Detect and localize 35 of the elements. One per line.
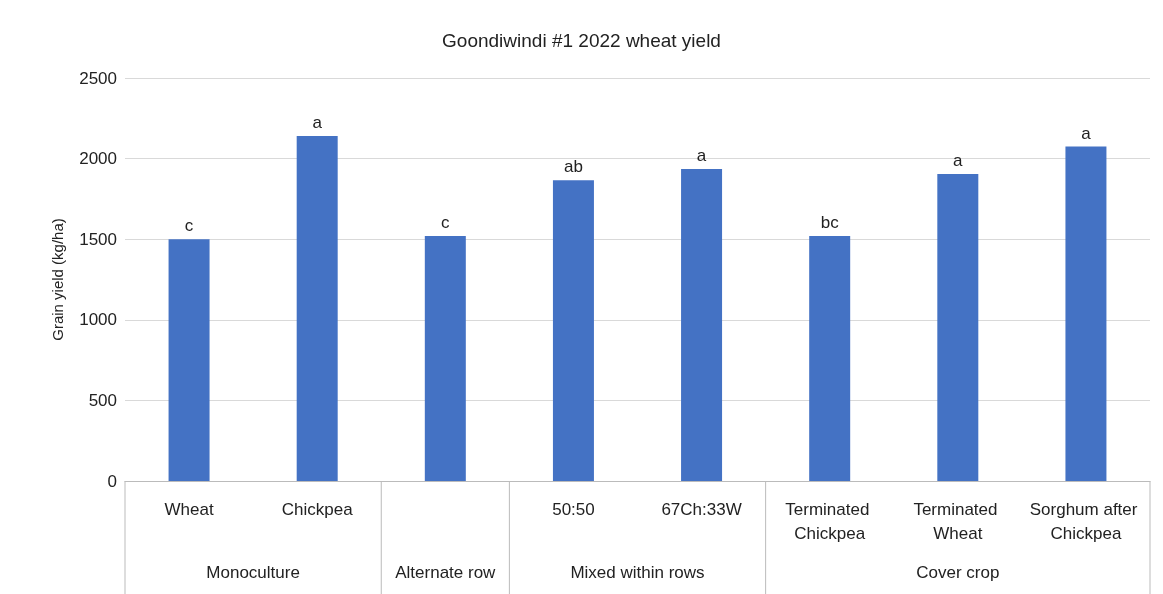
data-label: a (696, 146, 707, 166)
text: Cover crop (916, 562, 1000, 582)
bar (552, 180, 594, 481)
bar (168, 239, 210, 481)
y-tick-label: 2500 (79, 68, 117, 88)
y-tick-label: 2000 (79, 149, 117, 169)
bar (681, 169, 723, 481)
data-label: bc (820, 212, 840, 232)
data-label: a (953, 150, 964, 170)
x-tick-label: Terminated Wheat (913, 499, 1003, 543)
data-label: ab (563, 157, 583, 177)
y-tick-label: 0 (107, 471, 117, 491)
bar (424, 235, 466, 481)
data-label: a (312, 113, 323, 133)
x-tick-label: Chickpea (281, 499, 354, 519)
text: Monoculture (206, 562, 300, 582)
bar (809, 235, 851, 481)
x-tick-label: 67Ch:33W (661, 499, 742, 519)
y-axis-title: Grain yield (kg/ha) (49, 218, 66, 341)
chart-title: Goondiwindi #1 2022 wheat yield (442, 30, 721, 51)
y-tick-label: 1500 (79, 229, 117, 249)
data-label: a (1081, 123, 1092, 143)
x-tick-label: Wheat (164, 499, 214, 519)
text: Mixed within rows (570, 562, 705, 582)
y-tick-label: 1000 (79, 310, 117, 330)
bar (937, 173, 979, 481)
y-tick-label: 500 (88, 390, 117, 410)
bar (296, 136, 338, 481)
x-tick-label: 50:50 (552, 499, 595, 519)
data-label: c (441, 212, 451, 232)
text: Alternate row (395, 562, 497, 582)
bar (1065, 146, 1107, 481)
data-label: c (184, 216, 194, 236)
x-tick-label: Sorghum after Chickpea (1029, 499, 1143, 543)
x-tick-label: Terminated Chickpea (785, 499, 875, 543)
